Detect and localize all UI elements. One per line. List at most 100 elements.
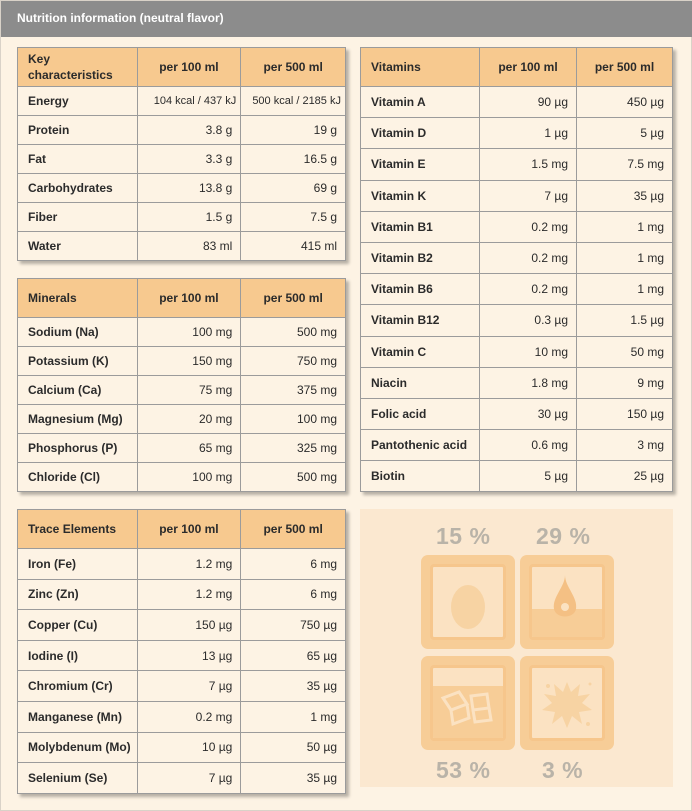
value-per-500ml: 750 mg	[241, 347, 346, 375]
value-per-500ml: 16.5 g	[241, 145, 346, 173]
value-per-100ml: 1.5 g	[137, 203, 241, 231]
table-row: Niacin 1.8 mg 9 mg	[361, 367, 672, 398]
value-per-100ml: 7 µg	[480, 180, 576, 211]
value-per-500ml: 50 mg	[577, 336, 672, 367]
value-per-500ml: 415 ml	[241, 232, 346, 260]
mineral-name: Sodium (Na)	[18, 318, 137, 346]
vitamin-name: Pantothenic acid	[361, 430, 479, 461]
table-row: Molybdenum (Mo) 10 µg 50 µg	[18, 732, 346, 763]
column-header-per-500ml: per 500 ml	[577, 48, 672, 86]
table-row: Selenium (Se) 7 µg 35 µg	[18, 763, 346, 793]
table-row: Vitamin B6 0.2 mg 1 mg	[361, 274, 672, 305]
value-per-100ml: 90 µg	[480, 87, 576, 118]
column-header-per-500ml: per 500 ml	[241, 510, 345, 548]
key-characteristics-table: Key characteristics per 100 ml per 500 m…	[17, 47, 346, 261]
table-row: Iron (Fe) 1.2 mg 6 mg	[18, 549, 346, 579]
nutrient-name: Water	[18, 232, 137, 260]
fiber-percent: 3 %	[542, 757, 584, 783]
table-row: Manganese (Mn) 0.2 mg 1 mg	[18, 701, 346, 732]
value-per-500ml: 1 mg	[241, 701, 346, 732]
value-per-100ml: 0.6 mg	[480, 430, 576, 461]
vitamin-name: Folic acid	[361, 398, 479, 430]
value-per-100ml: 1.8 mg	[480, 367, 576, 398]
value-per-500ml: 65 µg	[241, 640, 346, 671]
vitamin-name: Vitamin E	[361, 149, 479, 180]
table-row: Carbohydrates 13.8 g 69 g	[18, 174, 346, 202]
value-per-100ml: 1.2 mg	[137, 579, 241, 610]
vitamin-name: Vitamin C	[361, 336, 479, 367]
value-per-100ml: 1.2 mg	[137, 549, 241, 579]
value-per-500ml: 375 mg	[241, 376, 346, 404]
value-per-500ml: 100 mg	[241, 405, 346, 433]
nutrient-name: Fiber	[18, 203, 137, 231]
table-row: Water 83 ml 415 ml	[18, 232, 346, 260]
value-per-500ml: 9 mg	[577, 367, 672, 398]
table-row: Vitamin B1 0.2 mg 1 mg	[361, 211, 672, 242]
value-per-500ml: 7.5 mg	[577, 149, 672, 180]
value-per-500ml: 150 µg	[577, 398, 672, 430]
column-header-per-100ml: per 100 ml	[137, 48, 241, 86]
vitamins-table: Vitamins per 100 ml per 500 ml Vitamin A…	[360, 47, 673, 493]
value-per-100ml: 3.8 g	[137, 116, 241, 144]
value-per-100ml: 7 µg	[137, 763, 241, 793]
table-row: Pantothenic acid 0.6 mg 3 mg	[361, 430, 672, 461]
value-per-100ml: 0.2 mg	[480, 242, 576, 274]
value-per-500ml: 450 µg	[577, 87, 672, 118]
table-row: Vitamin E 1.5 mg 7.5 mg	[361, 149, 672, 180]
vitamin-name: Vitamin A	[361, 87, 479, 118]
table-row: Phosphorus (P) 65 mg 325 mg	[18, 434, 346, 462]
table-row: Zinc (Zn) 1.2 mg 6 mg	[18, 579, 346, 610]
value-per-100ml: 150 mg	[137, 347, 241, 375]
fiber-tile	[520, 656, 614, 750]
value-per-100ml: 1.5 mg	[480, 149, 576, 180]
value-per-500ml: 6 mg	[241, 549, 346, 579]
trace-element-name: Chromium (Cr)	[18, 671, 137, 701]
value-per-100ml: 100 mg	[137, 463, 241, 491]
value-per-100ml: 100 mg	[137, 318, 241, 346]
value-per-100ml: 83 ml	[137, 232, 241, 260]
vitamin-name: Vitamin B6	[361, 274, 479, 305]
protein-tile	[421, 555, 515, 649]
value-per-100ml: 0.2 mg	[480, 274, 576, 305]
table-row: Vitamin B12 0.3 µg 1.5 µg	[361, 305, 672, 336]
value-per-100ml: 65 mg	[137, 434, 241, 462]
value-per-100ml: 0.2 mg	[137, 701, 241, 732]
energy-distribution-panel: 15 % 29 %	[360, 509, 673, 787]
table-row: Fat 3.3 g 16.5 g	[18, 145, 346, 173]
vitamin-name: Vitamin B2	[361, 242, 479, 274]
value-per-100ml: 104 kcal / 437 kJ	[137, 87, 241, 115]
minerals-table: Minerals per 100 ml per 500 ml Sodium (N…	[17, 278, 346, 492]
value-per-500ml: 750 µg	[241, 610, 346, 640]
nutrient-name: Protein	[18, 116, 137, 144]
value-per-500ml: 35 µg	[241, 763, 346, 793]
table-row: Fiber 1.5 g 7.5 g	[18, 203, 346, 231]
column-header-per-100ml: per 100 ml	[480, 48, 576, 86]
value-per-100ml: 75 mg	[137, 376, 241, 404]
value-per-100ml: 5 µg	[480, 461, 576, 492]
vitamin-name: Vitamin D	[361, 118, 479, 149]
column-header-per-100ml: per 100 ml	[137, 279, 241, 317]
value-per-100ml: 1 µg	[480, 118, 576, 149]
mineral-name: Chloride (Cl)	[18, 463, 137, 491]
mineral-name: Potassium (K)	[18, 347, 137, 375]
value-per-100ml: 3.3 g	[137, 145, 241, 173]
mineral-name: Magnesium (Mg)	[18, 405, 137, 433]
table-row: Energy 104 kcal / 437 kJ 500 kcal / 2185…	[18, 87, 345, 115]
table-row: Calcium (Ca) 75 mg 375 mg	[18, 376, 346, 404]
value-per-100ml: 20 mg	[137, 405, 241, 433]
value-per-500ml: 1 mg	[577, 242, 672, 274]
fiber-splash-icon	[542, 682, 592, 728]
vitamin-name: Vitamin B12	[361, 305, 479, 336]
carbohydrates-percent: 53 %	[436, 757, 491, 783]
table-header-row: Minerals per 100 ml per 500 ml	[18, 279, 345, 317]
table-row: Vitamin B2 0.2 mg 1 mg	[361, 242, 672, 274]
value-per-100ml: 150 µg	[137, 610, 241, 640]
value-per-500ml: 500 mg	[241, 463, 346, 491]
page-title: Nutrition information (neutral flavor)	[17, 11, 224, 25]
value-per-500ml: 7.5 g	[241, 203, 346, 231]
table-row: Folic acid 30 µg 150 µg	[361, 398, 672, 430]
mineral-name: Phosphorus (P)	[18, 434, 137, 462]
value-per-500ml: 25 µg	[577, 461, 672, 492]
trace-element-name: Iron (Fe)	[18, 549, 137, 579]
